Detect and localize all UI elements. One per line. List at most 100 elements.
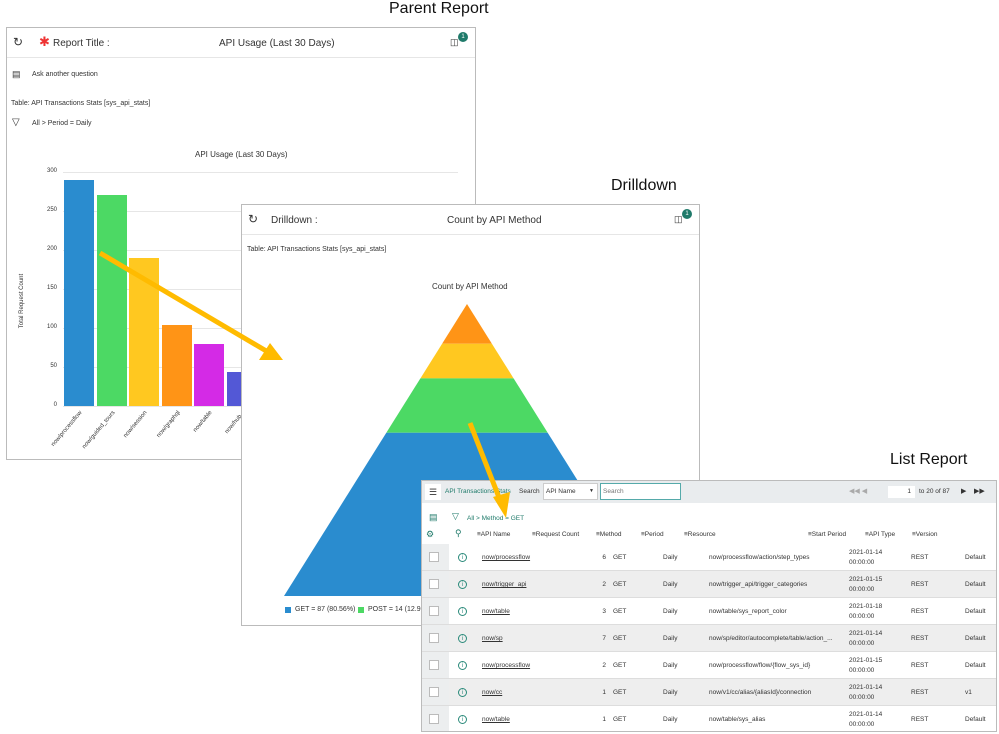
- pyramid-chart-title: Count by API Method: [432, 282, 508, 291]
- cell-api-type: REST: [911, 635, 929, 642]
- column-method[interactable]: Method: [596, 531, 622, 538]
- table-row[interactable]: i now/processflow 2 GET Daily now/proces…: [422, 652, 996, 679]
- cell-api-type: REST: [911, 608, 929, 615]
- legend-get[interactable]: GET = 87 (80.56%): [295, 606, 356, 613]
- cell-request-count: 2: [602, 662, 606, 669]
- chat-icon[interactable]: ▤: [12, 69, 21, 79]
- info-icon[interactable]: i: [458, 607, 467, 616]
- page-info: to 20 of 87: [919, 488, 950, 495]
- drilldown-tree-icon[interactable]: ◫: [450, 37, 459, 47]
- filter-breadcrumb[interactable]: All > Period = Daily: [32, 120, 92, 127]
- first-page-icon[interactable]: ◀◀ ◀: [849, 488, 868, 495]
- table-row[interactable]: i now/cc 1 GET Daily now/v1/cc/alias/{al…: [422, 679, 996, 706]
- row-checkbox[interactable]: [429, 687, 439, 697]
- row-checkbox[interactable]: [429, 633, 439, 643]
- table-row[interactable]: i now/table 1 GET Daily now/table/sys_al…: [422, 706, 996, 731]
- bar[interactable]: [64, 179, 94, 406]
- search-field-select[interactable]: API Name ▼: [543, 483, 598, 500]
- table-name: Table: API Transactions Stats [sys_api_s…: [11, 100, 151, 107]
- search-icon[interactable]: ⚲: [455, 528, 462, 538]
- cell-start-time: 00:00:00: [849, 640, 875, 647]
- cell-version: Default: [965, 608, 986, 615]
- info-icon[interactable]: i: [458, 661, 467, 670]
- y-tick-label: 200: [46, 246, 57, 252]
- drilldown-tree-icon[interactable]: ◫: [674, 214, 683, 224]
- bar[interactable]: [161, 324, 192, 406]
- cell-method: GET: [613, 608, 627, 615]
- cell-start-date: 2021-01-15: [849, 576, 883, 583]
- report-title[interactable]: API Usage (Last 30 Days): [219, 38, 335, 49]
- cell-api-name[interactable]: now/processflow: [482, 662, 531, 669]
- info-icon[interactable]: i: [458, 634, 467, 643]
- cell-api-name[interactable]: now/table: [482, 608, 510, 615]
- filter-icon[interactable]: ▽: [12, 117, 20, 128]
- pyramid-segment[interactable]: [420, 343, 514, 379]
- cell-period: Daily: [663, 581, 678, 588]
- cell-method: GET: [613, 662, 627, 669]
- cell-start-date: 2021-01-14: [849, 684, 883, 691]
- column-api-name[interactable]: API Name: [477, 531, 511, 538]
- cell-version: v1: [965, 689, 972, 696]
- ask-another-question[interactable]: Ask another question: [32, 71, 98, 78]
- column-start-period[interactable]: Start Period: [808, 531, 846, 538]
- caption-list-report: List Report: [890, 451, 968, 468]
- info-icon[interactable]: i: [458, 580, 467, 589]
- pyramid-segment[interactable]: [442, 304, 492, 344]
- cell-api-name[interactable]: now/processflow: [482, 554, 531, 561]
- cell-api-name[interactable]: now/table: [482, 716, 510, 723]
- hamburger-menu-icon[interactable]: ☰: [425, 484, 441, 500]
- required-asterisk-icon: ✱: [39, 34, 50, 49]
- info-icon[interactable]: i: [458, 715, 467, 724]
- filter-icon[interactable]: ▽: [452, 511, 459, 521]
- cell-api-type: REST: [911, 662, 929, 669]
- table-row[interactable]: i now/table 3 GET Daily now/table/sys_re…: [422, 598, 996, 625]
- search-input[interactable]: [600, 483, 681, 500]
- list-table-name[interactable]: API Transactions Stats: [445, 488, 511, 495]
- cell-api-type: REST: [911, 554, 929, 561]
- row-checkbox[interactable]: [429, 552, 439, 562]
- table-row[interactable]: i now/sp 7 GET Daily now/sp/editor/autoc…: [422, 625, 996, 652]
- chat-icon[interactable]: ▤: [429, 512, 438, 522]
- cell-period: Daily: [663, 608, 678, 615]
- table-row[interactable]: i now/processflow 6 GET Daily now/proces…: [422, 544, 996, 571]
- table-row[interactable]: i now/trigger_api 2 GET Daily now/trigge…: [422, 571, 996, 598]
- filter-breadcrumb[interactable]: All > Method = GET: [467, 515, 525, 522]
- page-input[interactable]: 1: [888, 486, 915, 498]
- cell-start-time: 00:00:00: [849, 667, 875, 674]
- legend-swatch-post: [358, 607, 364, 613]
- arrow-line: [467, 422, 503, 501]
- cell-method: GET: [613, 581, 627, 588]
- cell-api-name[interactable]: now/sp: [482, 635, 503, 642]
- column-resource[interactable]: Resource: [684, 531, 716, 538]
- refresh-icon[interactable]: ↻: [13, 35, 24, 49]
- row-checkbox[interactable]: [429, 579, 439, 589]
- bar[interactable]: [96, 195, 127, 406]
- arrow-line: [98, 250, 270, 355]
- cell-resource: now/v1/cc/alias/{aliasId}/connection: [709, 689, 812, 696]
- drilldown-title: Count by API Method: [447, 215, 542, 226]
- last-page-icon[interactable]: ▶▶: [974, 488, 985, 495]
- cell-api-name[interactable]: now/trigger_api: [482, 581, 527, 588]
- cell-api-name[interactable]: now/cc: [482, 689, 503, 696]
- gridline: [63, 172, 458, 173]
- row-checkbox[interactable]: [429, 660, 439, 670]
- bar[interactable]: [194, 343, 224, 406]
- row-checkbox[interactable]: [429, 606, 439, 616]
- y-tick-label: 0: [53, 402, 57, 408]
- y-tick-label: 250: [46, 207, 57, 213]
- y-tick-label: 300: [46, 168, 57, 174]
- refresh-icon[interactable]: ↻: [248, 212, 259, 226]
- info-icon[interactable]: i: [458, 688, 467, 697]
- info-icon[interactable]: i: [458, 553, 467, 562]
- cell-request-count: 1: [602, 716, 606, 723]
- gear-icon[interactable]: ⚙: [426, 529, 435, 539]
- column-period[interactable]: Period: [641, 531, 664, 538]
- pyramid-segment[interactable]: [386, 378, 548, 433]
- column-request-count[interactable]: Request Count: [532, 531, 579, 538]
- next-page-icon[interactable]: ▶: [961, 488, 967, 495]
- column-version[interactable]: Version: [912, 531, 938, 538]
- row-checkbox[interactable]: [429, 714, 439, 724]
- legend-post[interactable]: POST = 14 (12.96%): [368, 606, 434, 613]
- column-api-type[interactable]: API Type: [865, 531, 895, 538]
